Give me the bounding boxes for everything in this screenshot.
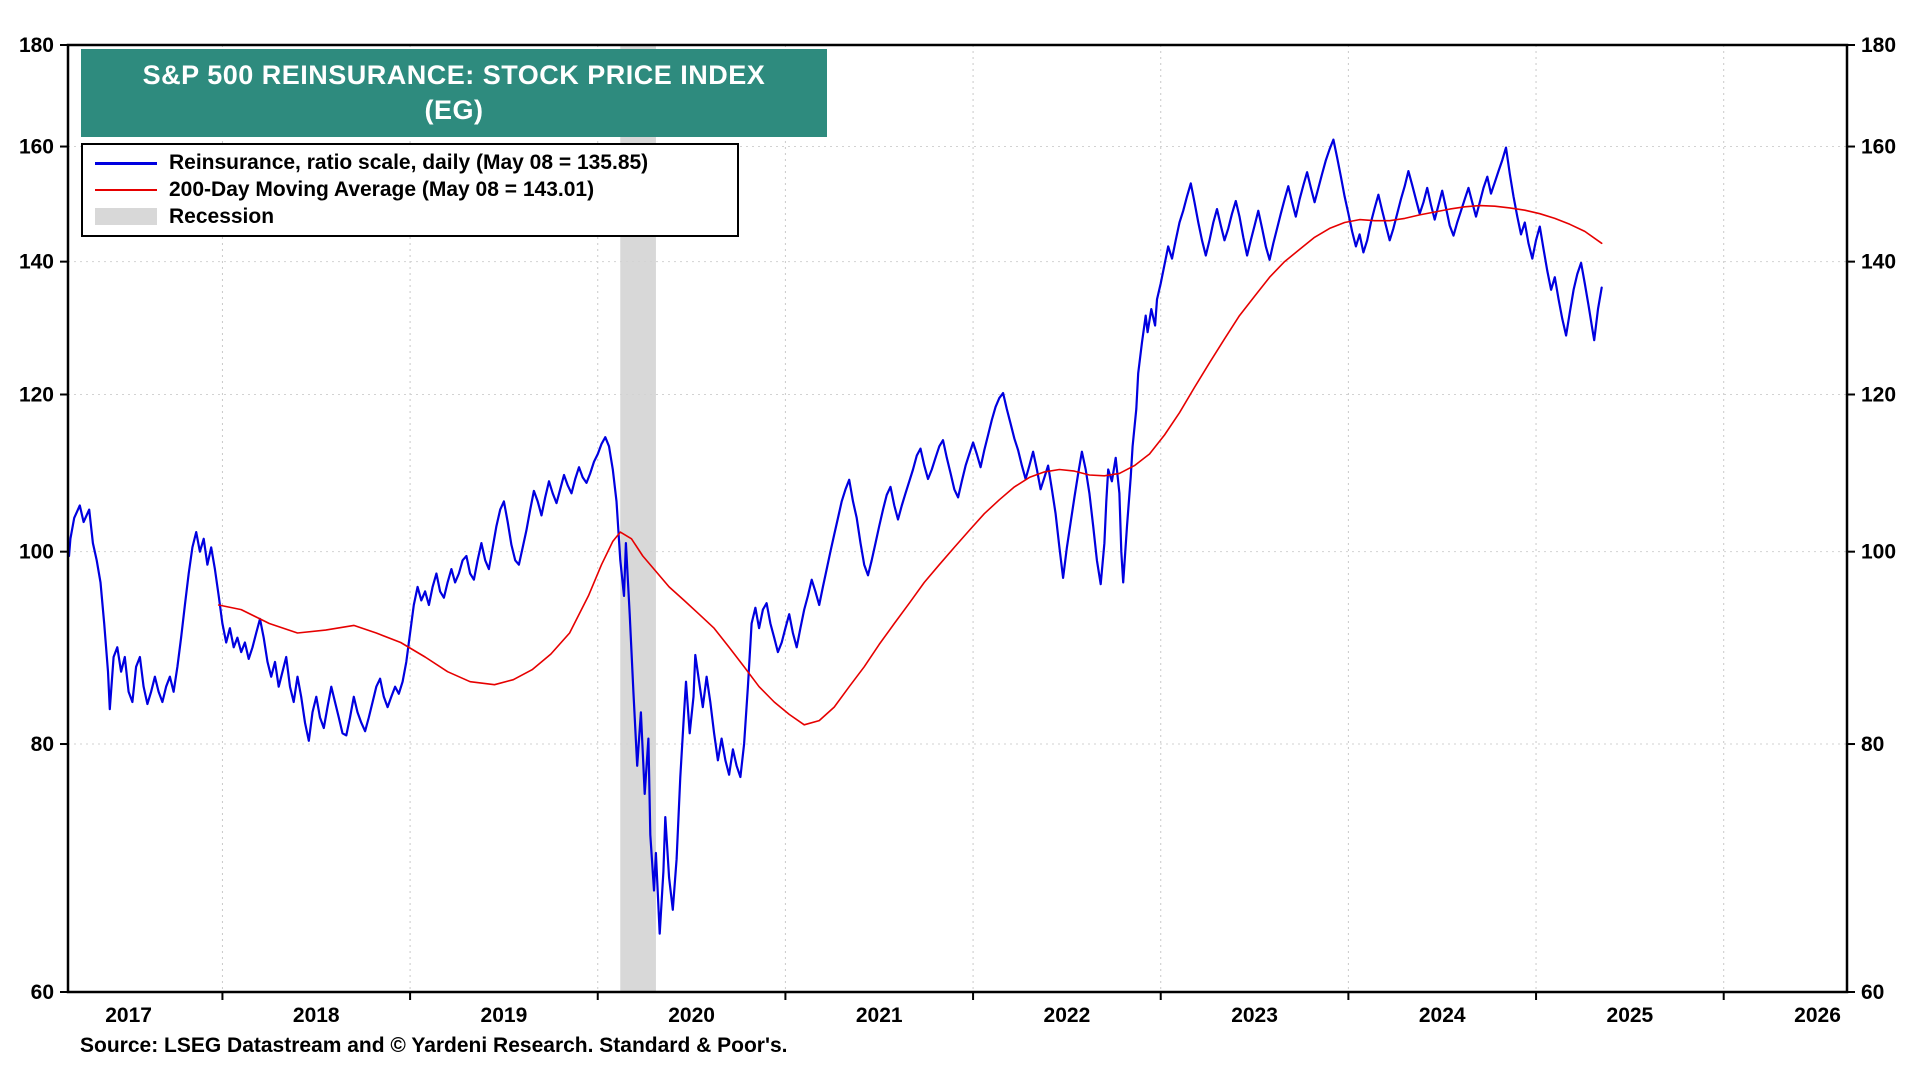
x-axis-label: 2025	[1607, 1004, 1654, 1027]
source-note: Source: LSEG Datastream and © Yardeni Re…	[80, 1034, 788, 1057]
legend-label-reinsurance: Reinsurance, ratio scale, daily (May 08 …	[169, 151, 649, 175]
y-axis-label-right: 120	[1861, 384, 1896, 407]
series-line-moving-average	[217, 204, 1603, 726]
chart-legend: Reinsurance, ratio scale, daily (May 08 …	[81, 143, 739, 237]
y-axis-label-right: 60	[1861, 981, 1884, 1004]
legend-item-moving-average: 200-Day Moving Average (May 08 = 143.01)	[95, 177, 729, 203]
x-axis-label: 2022	[1044, 1004, 1091, 1027]
chart-title-line2: (EG)	[424, 95, 484, 125]
legend-label-recession: Recession	[169, 204, 275, 228]
x-axis-label: 2020	[668, 1004, 715, 1027]
y-axis-label-left: 120	[19, 384, 54, 407]
y-axis-label-right: 140	[1861, 251, 1896, 274]
y-axis-label-right: 180	[1861, 34, 1896, 57]
legend-item-recession: Recession	[95, 204, 729, 230]
x-axis-label: 2019	[481, 1004, 528, 1027]
y-axis-label-left: 80	[31, 733, 54, 756]
series-line-reinsurance	[67, 138, 1603, 935]
x-axis-label: 2024	[1419, 1004, 1466, 1027]
y-axis-label-left: 60	[31, 981, 54, 1004]
y-axis-label-left: 160	[19, 136, 54, 159]
y-axis-label-right: 100	[1861, 541, 1896, 564]
red-line-swatch	[95, 188, 157, 191]
y-axis-label-left: 180	[19, 34, 54, 57]
y-axis-label-right: 160	[1861, 136, 1896, 159]
x-axis-label: 2021	[856, 1004, 903, 1027]
chart-title-line1: S&P 500 REINSURANCE: STOCK PRICE INDEX	[142, 59, 766, 90]
legend-label-moving-average: 200-Day Moving Average (May 08 = 143.01)	[169, 177, 595, 201]
y-axis-label-left: 100	[19, 541, 54, 564]
y-axis-label-right: 80	[1861, 733, 1884, 756]
x-axis-label: 2017	[105, 1004, 152, 1027]
blue-line-swatch	[95, 161, 157, 165]
x-axis-label: 2026	[1794, 1004, 1841, 1027]
plot-frame	[66, 43, 1849, 994]
x-axis-label: 2018	[293, 1004, 340, 1027]
x-axis-label: 2023	[1231, 1004, 1278, 1027]
y-axis-label-left: 140	[19, 251, 54, 274]
legend-item-reinsurance: Reinsurance, ratio scale, daily (May 08 …	[95, 150, 729, 176]
recession-band-swatch	[95, 208, 157, 226]
chart-title-box: S&P 500 REINSURANCE: STOCK PRICE INDEX (…	[81, 49, 827, 137]
